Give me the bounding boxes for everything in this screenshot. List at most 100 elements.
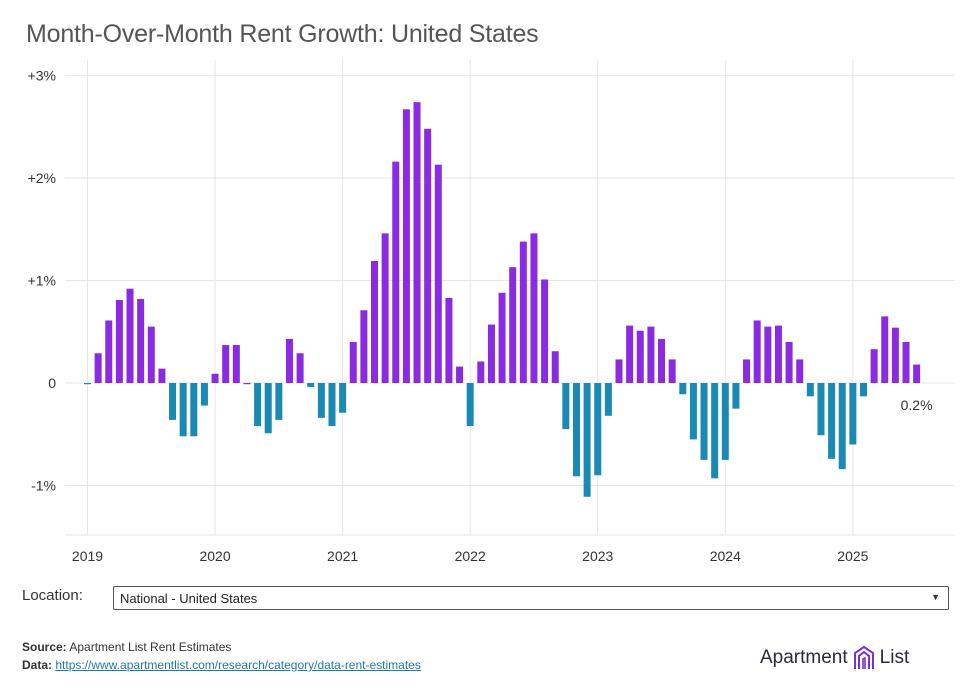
chart-bars — [84, 102, 921, 497]
bar — [541, 279, 549, 383]
bar — [402, 109, 410, 383]
bar — [84, 383, 91, 385]
bar — [913, 364, 921, 383]
bar — [445, 297, 453, 383]
chevron-down-icon[interactable]: ▼ — [931, 592, 940, 602]
y-tick-label: -1% — [31, 478, 56, 494]
bar — [551, 351, 559, 383]
bar — [296, 353, 304, 383]
y-tick-label: +2% — [28, 170, 56, 186]
bar — [711, 383, 719, 479]
apartment-list-logo: Apartment List — [760, 645, 909, 671]
bar — [381, 233, 389, 383]
bar — [169, 383, 177, 420]
bar — [785, 342, 793, 383]
bar — [211, 373, 219, 383]
bar — [870, 349, 878, 383]
data-label: Data: — [22, 658, 53, 672]
bar — [339, 383, 347, 413]
bar — [371, 261, 379, 383]
bar — [636, 330, 644, 383]
source-label: Source: — [22, 640, 67, 654]
bar — [413, 102, 421, 384]
bar — [806, 383, 814, 397]
bar — [349, 342, 357, 383]
bar — [307, 383, 315, 388]
bar — [594, 383, 602, 476]
bar — [179, 383, 187, 437]
bar — [881, 316, 889, 384]
location-select[interactable]: National - United States ▼ — [113, 586, 949, 610]
bar — [392, 161, 400, 383]
bar — [509, 267, 517, 383]
x-tick-label: 2025 — [837, 548, 868, 564]
bar — [721, 383, 729, 460]
bar — [891, 327, 899, 383]
logo-text-right: List — [879, 647, 910, 668]
bar — [360, 310, 368, 383]
bar — [796, 359, 804, 383]
bar — [126, 288, 134, 383]
chart-labels: +3% +2% +1% 0 -1% 2019 2020 2021 2022 2023 2024 202… — [28, 68, 933, 565]
x-tick-label: 2023 — [582, 548, 613, 564]
bar — [838, 383, 846, 470]
bar — [243, 383, 251, 385]
bar — [817, 383, 825, 436]
data-link[interactable]: https://www.apartmentlist.com/research/c… — [55, 658, 421, 672]
rent-growth-chart: +3% +2% +1% 0 -1% 2019 2020 2021 2022 2023 2024 202… — [28, 60, 955, 565]
bar — [743, 359, 751, 383]
bar — [764, 326, 772, 384]
logo-text-left: Apartment — [760, 647, 848, 668]
bar — [774, 325, 782, 383]
bar — [689, 383, 697, 440]
bar — [668, 359, 676, 383]
y-tick-label: 0 — [48, 375, 56, 391]
bar — [328, 383, 336, 427]
bar — [604, 383, 612, 416]
bar — [264, 383, 272, 434]
bar — [424, 128, 432, 383]
bar — [658, 338, 666, 383]
bar — [679, 383, 687, 395]
bar — [753, 320, 761, 383]
bar — [902, 342, 910, 383]
bar — [232, 345, 240, 383]
bar — [647, 326, 655, 384]
bar — [456, 366, 464, 383]
source-line: Source: Apartment List Rent Estimates — [22, 640, 231, 654]
logo-building-icon — [853, 645, 874, 669]
bar — [147, 326, 155, 384]
bar — [732, 383, 740, 409]
chart-title: Month-Over-Month Rent Growth: United Sta… — [26, 20, 539, 48]
bar — [530, 233, 538, 383]
end-value-label: 0.2% — [901, 397, 933, 413]
bar — [615, 359, 623, 383]
x-tick-label: 2019 — [72, 548, 103, 564]
bar — [859, 383, 867, 397]
bar — [434, 164, 442, 383]
bar — [254, 383, 262, 427]
source-text: Apartment List Rent Estimates — [66, 640, 232, 654]
bar — [285, 338, 293, 383]
bar — [94, 353, 102, 383]
bar — [519, 241, 527, 383]
bar — [562, 383, 570, 430]
location-label: Location: — [22, 587, 83, 604]
x-tick-label: 2020 — [199, 548, 230, 564]
bar — [200, 383, 208, 406]
bar — [477, 361, 485, 383]
x-tick-label: 2021 — [327, 548, 358, 564]
bar — [583, 383, 591, 497]
bar — [700, 383, 708, 460]
bar — [849, 383, 857, 445]
bar — [222, 345, 230, 383]
y-tick-label: +1% — [28, 273, 56, 289]
x-tick-label: 2022 — [455, 548, 486, 564]
bar — [572, 383, 580, 477]
bar — [137, 298, 145, 383]
bar — [190, 383, 198, 437]
x-tick-label: 2024 — [710, 548, 741, 564]
bar — [317, 383, 325, 418]
bar — [275, 383, 283, 420]
location-select-value: National - United States — [120, 591, 258, 606]
